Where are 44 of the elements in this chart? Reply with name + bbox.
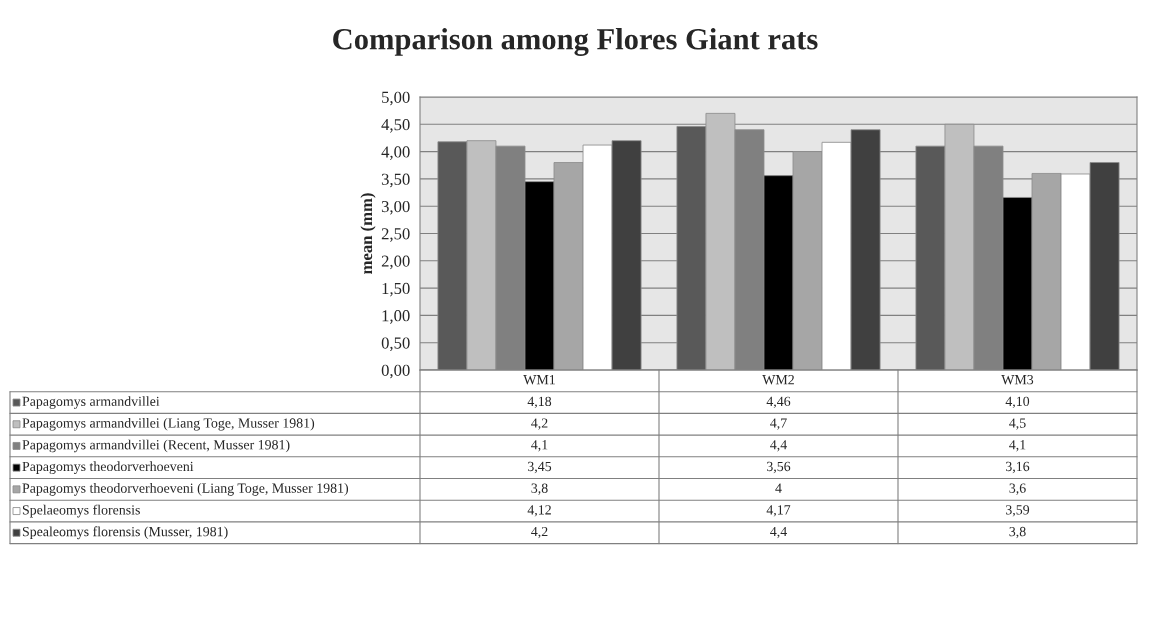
data-label: 4,7 xyxy=(770,418,787,430)
legend-label: Papagomys armandvillei xyxy=(22,396,160,409)
data-label: 3,59 xyxy=(1006,505,1030,517)
legend-label: Papagomys theodorverhoeveni xyxy=(22,461,194,474)
data-label: 4,10 xyxy=(1005,396,1030,409)
data-label: 3,8 xyxy=(531,483,548,495)
chart-title: Comparison among Flores Giant rats xyxy=(333,28,818,56)
data-label: 4,46 xyxy=(766,396,791,409)
data-label: 4,17 xyxy=(766,505,791,517)
legend-label: Papagomys armandvillei (Liang Toge, Musser 1981) xyxy=(22,417,315,431)
y-tick-label: 0,50 xyxy=(381,337,410,352)
data-label: 4,1 xyxy=(531,440,548,452)
data-label: 4,12 xyxy=(527,505,551,517)
y-tick-label: 0,00 xyxy=(381,364,410,379)
data-label: 4,5 xyxy=(1009,418,1026,430)
data-label: 4,1 xyxy=(1009,440,1026,452)
y-tick-label: 3,00 xyxy=(381,200,410,215)
legend-label: Spelaeomys florensis xyxy=(22,504,140,518)
data-label: 4,4 xyxy=(770,526,787,539)
y-tick-label: 3,50 xyxy=(381,173,410,188)
data-label: 3,56 xyxy=(767,461,791,474)
data-label: 3,16 xyxy=(1006,461,1030,474)
data-label: 4 xyxy=(775,483,782,493)
y-tick-label: 5,00 xyxy=(382,91,410,106)
x-tick-label: WM1 xyxy=(523,375,555,385)
data-label: 3,45 xyxy=(528,461,552,474)
y-tick-label: 2,00 xyxy=(381,255,410,270)
data-label: 4,4 xyxy=(770,440,787,452)
data-label: 3,8 xyxy=(1009,526,1026,539)
data-label: 3,6 xyxy=(1009,483,1026,495)
y-tick-label: 4,50 xyxy=(381,119,410,133)
data-label: 4,18 xyxy=(527,396,552,409)
x-tick-label: WM2 xyxy=(762,374,794,385)
x-tick-label: WM3 xyxy=(1001,374,1034,385)
legend-label: Spealeomys florensis (Musser, 1981) xyxy=(22,526,228,540)
data-label: 4,2 xyxy=(531,526,548,539)
y-tick-label: 4,00 xyxy=(381,146,410,160)
y-tick-label: 1,50 xyxy=(382,282,410,297)
legend-label: Papagomys theodorverhoeveni (Liang Toge, Musser 1981) xyxy=(22,483,349,496)
legend-label: Papagomys armandvillei (Recent, Musser 1981) xyxy=(22,439,290,453)
y-tick-label: 2,50 xyxy=(381,228,410,242)
data-label: 4,2 xyxy=(531,418,548,430)
y-axis-title: mean (mm) xyxy=(360,193,376,275)
y-tick-label: 1,00 xyxy=(382,310,410,324)
